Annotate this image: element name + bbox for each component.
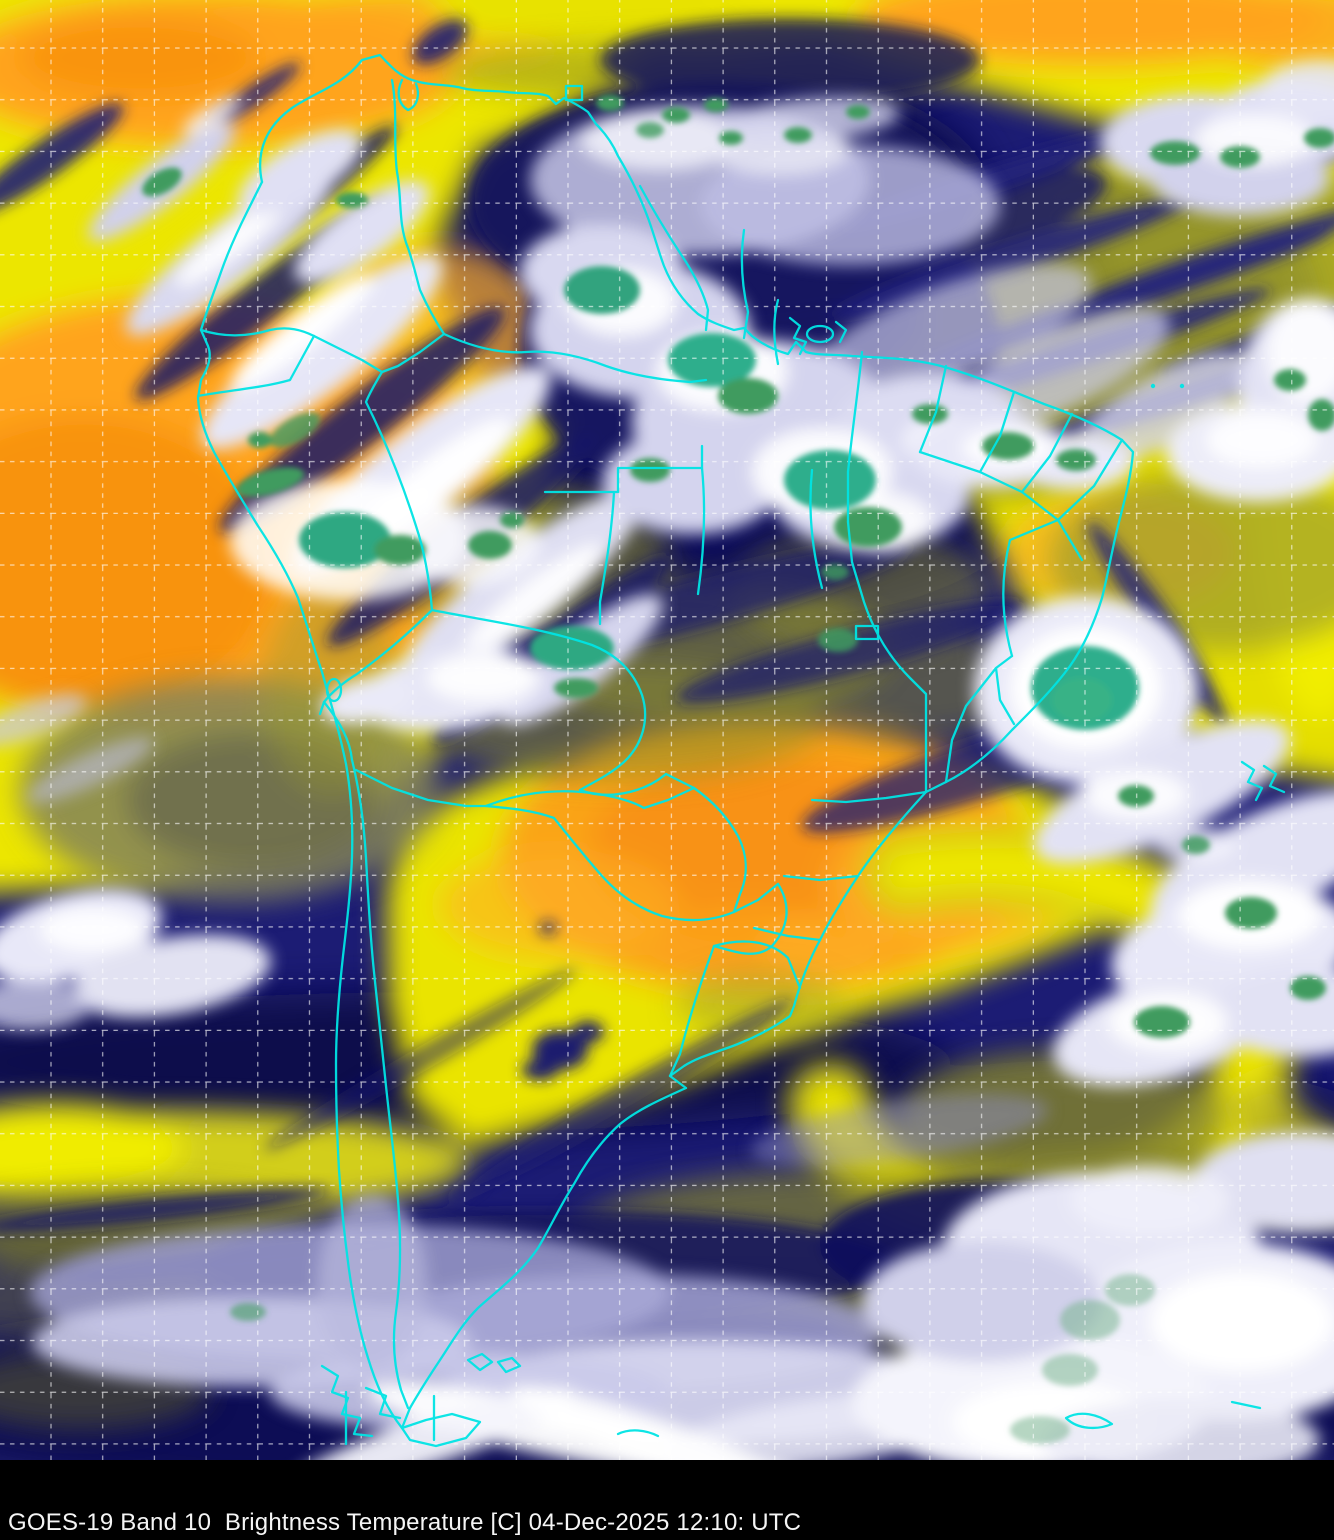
brazil-state-borders — [543, 350, 1124, 942]
footer-bar: GOES-19 Band 10 Brightness Temperature [… — [0, 1460, 1334, 1540]
island-outlines — [466, 383, 1262, 1430]
satellite-image — [0, 0, 1334, 1460]
graticule — [0, 0, 1334, 1460]
satellite-map — [0, 0, 1334, 1460]
country-borders — [196, 53, 1286, 1448]
tierra-del-fuego-borders — [320, 1364, 660, 1448]
footer-caption: GOES-19 Band 10 Brightness Temperature [… — [8, 1508, 802, 1536]
coastline-east — [258, 53, 1135, 1430]
amazon-delta-islands — [788, 316, 848, 356]
